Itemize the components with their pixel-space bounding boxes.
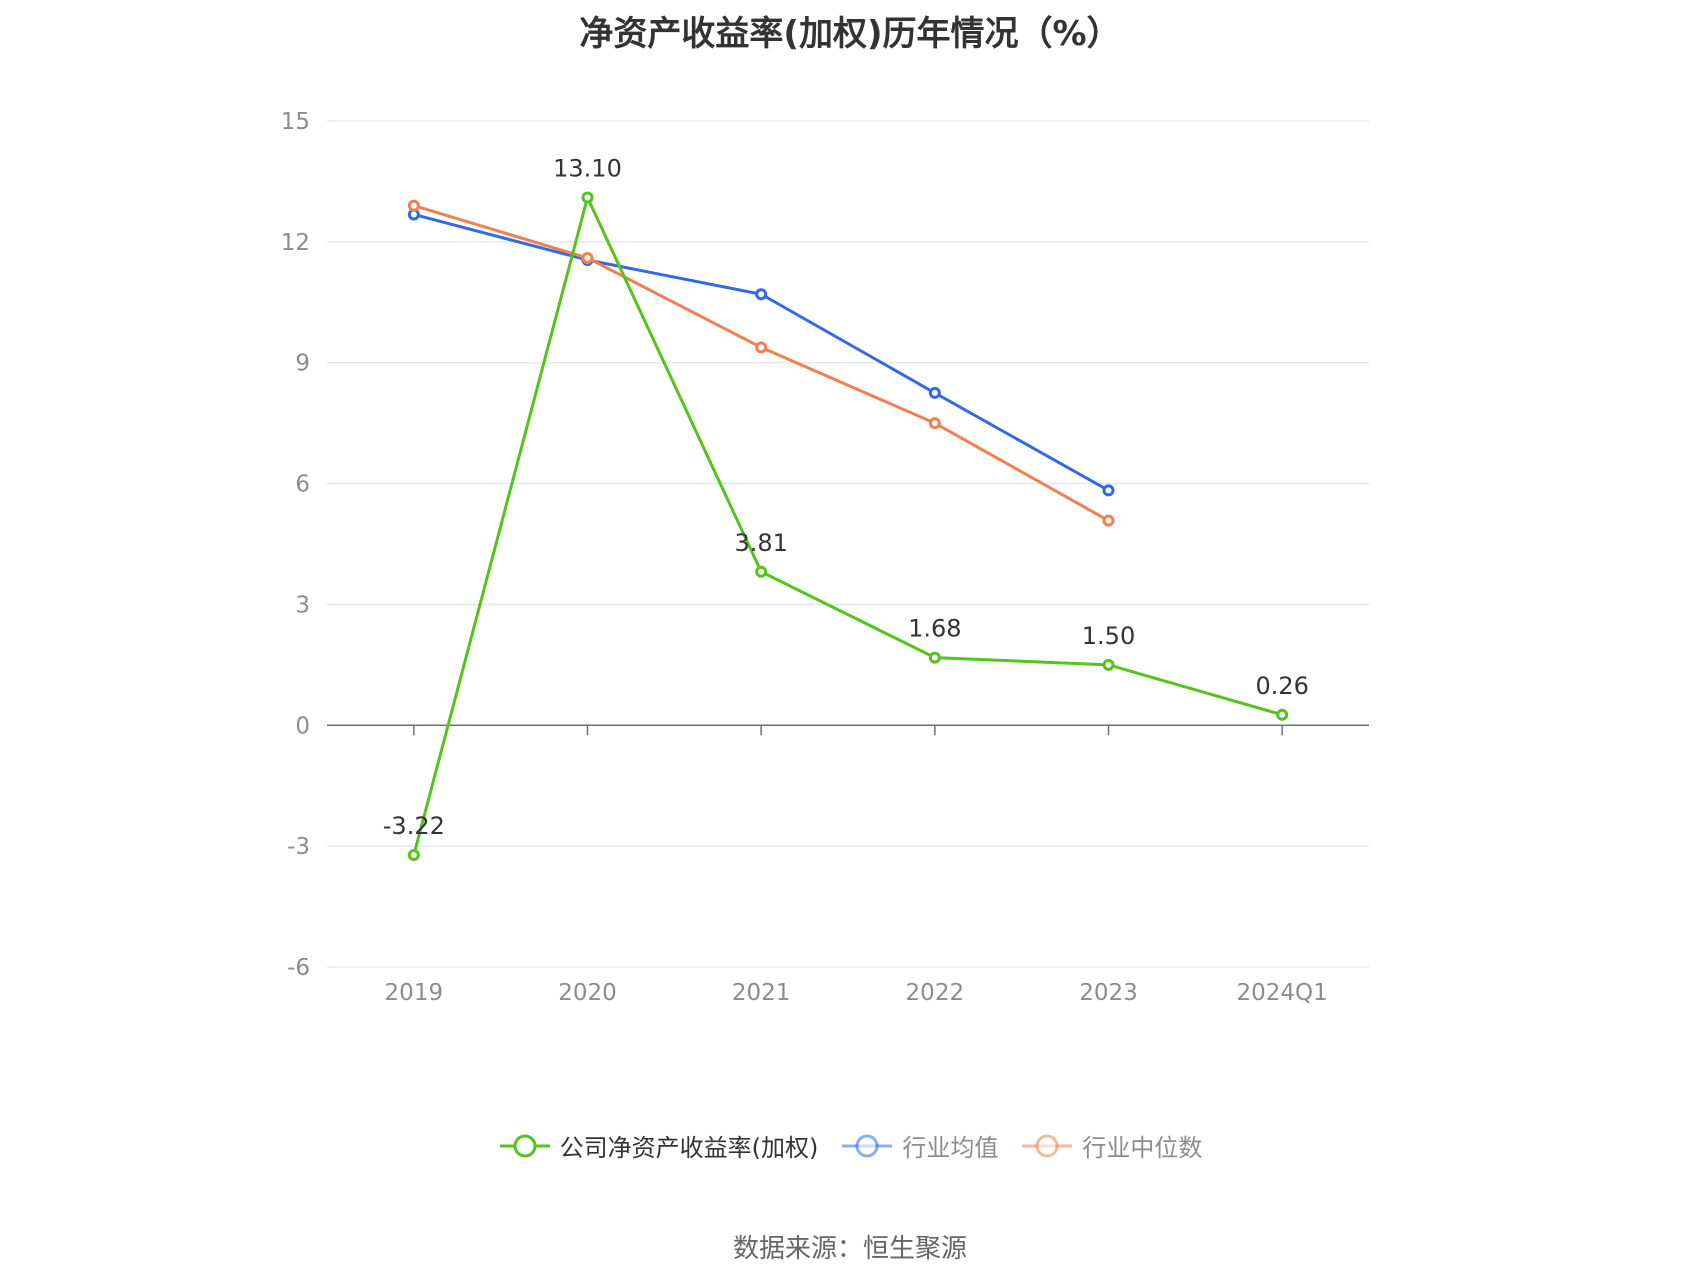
data-label: 0.26 bbox=[1255, 672, 1308, 700]
y-tick-label: -3 bbox=[287, 834, 310, 860]
data-labels: -3.22 13.10 3.81 1.68 1.50 0.26 bbox=[383, 155, 1309, 840]
data-point bbox=[1102, 484, 1115, 497]
y-tick-label: 12 bbox=[281, 230, 310, 256]
legend-marker-icon bbox=[842, 1134, 893, 1157]
data-point bbox=[581, 191, 594, 204]
legend-marker-icon bbox=[499, 1134, 550, 1157]
data-point bbox=[581, 251, 594, 264]
y-tick-label: 9 bbox=[295, 351, 310, 377]
legend-label: 行业中位数 bbox=[1082, 1134, 1203, 1162]
x-tick-label: 2023 bbox=[1079, 980, 1138, 1006]
data-point bbox=[407, 199, 420, 212]
series-lines bbox=[407, 191, 1289, 862]
data-label: 3.81 bbox=[734, 529, 787, 557]
data-point bbox=[928, 417, 941, 430]
data-label: 1.50 bbox=[1082, 622, 1135, 650]
legend-label: 公司净资产收益率(加权) bbox=[559, 1134, 819, 1162]
data-point bbox=[755, 341, 768, 354]
x-tick-label: 2020 bbox=[558, 980, 617, 1006]
axes: 15 12 9 6 3 0 -3 -6 2019 2020 2021 2022 2023 2024Q1 bbox=[281, 109, 1369, 1006]
x-tick-label: 2024Q1 bbox=[1237, 980, 1328, 1006]
data-source: 数据来源：恒生聚源 bbox=[732, 1234, 967, 1264]
x-tick-label: 2022 bbox=[906, 980, 965, 1006]
y-tick-label: 0 bbox=[295, 713, 310, 739]
data-point bbox=[755, 565, 768, 578]
legend-item[interactable]: 行业中位数 bbox=[1020, 1128, 1202, 1163]
y-tick-label: -6 bbox=[287, 955, 310, 981]
data-point bbox=[1102, 658, 1115, 671]
series-line bbox=[412, 196, 1283, 856]
legend-label: 行业均值 bbox=[902, 1134, 999, 1162]
y-tick-label: 3 bbox=[295, 592, 310, 618]
y-tick-label: 6 bbox=[295, 472, 310, 498]
data-point bbox=[755, 288, 768, 301]
data-point bbox=[1276, 708, 1289, 721]
legend: 公司净资产收益率(加权) 行业均值 行业中位数 bbox=[0, 1128, 1700, 1163]
legend-item[interactable]: 公司净资产收益率(加权) bbox=[498, 1128, 819, 1163]
grid-lines bbox=[327, 120, 1369, 968]
x-tick-label: 2021 bbox=[732, 980, 791, 1006]
data-label: 13.10 bbox=[553, 155, 622, 183]
data-point bbox=[928, 386, 941, 399]
data-label: 1.68 bbox=[908, 615, 961, 643]
y-tick-label: 15 bbox=[281, 109, 310, 135]
data-point bbox=[407, 849, 420, 862]
legend-item[interactable]: 行业均值 bbox=[840, 1128, 998, 1163]
x-tick-label: 2019 bbox=[385, 980, 444, 1006]
data-label: -3.22 bbox=[383, 812, 445, 840]
data-point bbox=[928, 651, 941, 664]
legend-marker-icon bbox=[1022, 1134, 1073, 1157]
data-point bbox=[1102, 514, 1115, 527]
chart-title: 净资产收益率(加权)历年情况（%） bbox=[579, 14, 1121, 54]
